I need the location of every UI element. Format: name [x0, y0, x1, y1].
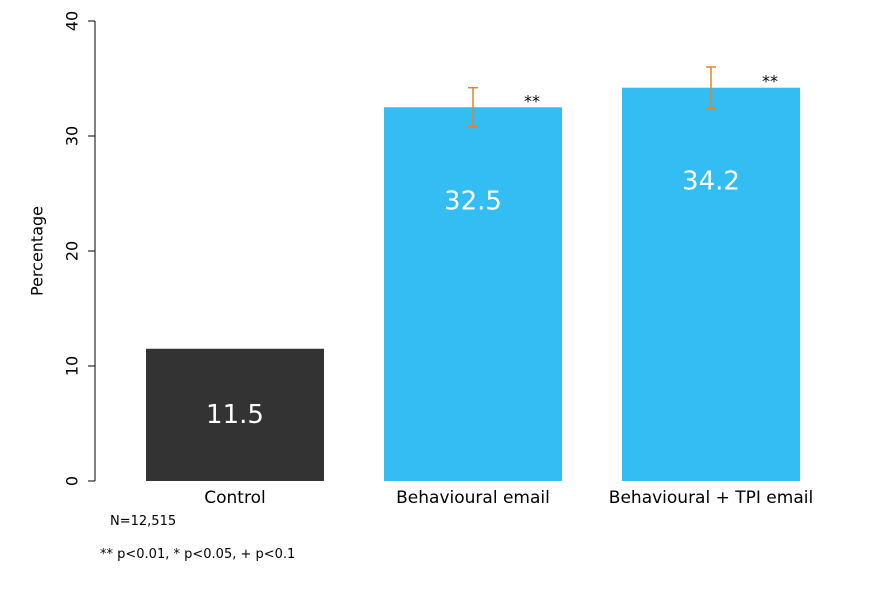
significance-marker: **	[524, 91, 540, 110]
y-tick-label: 30	[63, 126, 82, 146]
x-category-label: Behavioural + TPI email	[609, 488, 813, 508]
bar-value-label: 34.2	[682, 167, 740, 197]
bar	[622, 87, 800, 481]
y-axis: 0 10 20 30 40 Percentage	[28, 11, 96, 486]
significance-marker: **	[762, 72, 778, 91]
x-category-label: Control	[204, 488, 265, 508]
y-tick-label: 10	[63, 356, 82, 376]
y-tick-label: 40	[63, 11, 82, 31]
bars: 11.5 32.5 ** 34.2 **	[146, 66, 800, 481]
y-tick-label: 0	[63, 476, 82, 486]
y-tick-label: 20	[63, 241, 82, 261]
x-axis-labels: Control Behavioural email Behavioural + TP…	[204, 488, 813, 508]
bar-value-label: 11.5	[206, 400, 264, 430]
bar	[384, 107, 562, 481]
significance-legend: ** p<0.01, * p<0.05, + p<0.1	[100, 547, 296, 562]
sample-size-note: N=12,515	[110, 514, 177, 529]
bar-value-label: 32.5	[444, 186, 502, 216]
bar	[146, 348, 324, 481]
x-category-label: Behavioural email	[396, 488, 550, 508]
y-axis-title: Percentage	[28, 206, 47, 296]
